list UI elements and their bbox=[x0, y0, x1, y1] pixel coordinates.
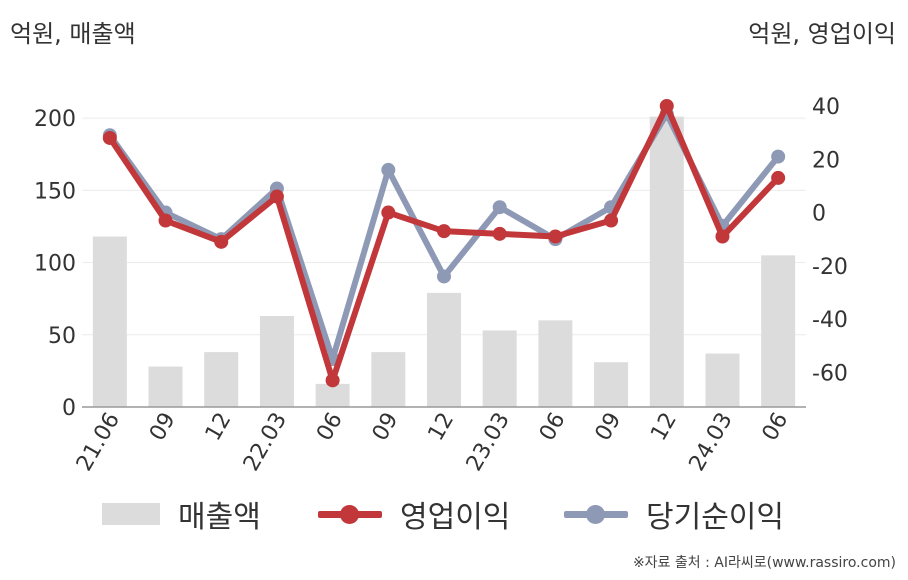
legend-label-operating-profit: 영업이익 bbox=[400, 500, 511, 535]
operating-profit-point bbox=[325, 373, 340, 388]
right-axis-tick-label: -20 bbox=[812, 255, 848, 280]
legend-label-net-income: 당기순이익 bbox=[646, 500, 784, 535]
sales-bar bbox=[761, 255, 796, 407]
x-axis-tick-label: 06 bbox=[312, 409, 348, 446]
operating-profit-point bbox=[158, 213, 173, 228]
operating-profit-point bbox=[492, 226, 507, 241]
sales-bar bbox=[315, 383, 350, 407]
x-axis-tick-label: 09 bbox=[591, 409, 627, 446]
sales-bar bbox=[649, 116, 684, 408]
right-axis-tick-label: 20 bbox=[812, 148, 840, 173]
x-axis-tick-label: 12 bbox=[424, 409, 460, 446]
operating-profit-point bbox=[771, 170, 786, 185]
sales-bar bbox=[92, 236, 127, 407]
legend-swatch-operating-profit bbox=[318, 503, 382, 525]
legend-item-net-income: 당기순이익 bbox=[564, 492, 784, 536]
operating-profit-point bbox=[381, 205, 396, 220]
sales-bar bbox=[538, 320, 573, 407]
left-axis-tick-label: 200 bbox=[34, 107, 76, 132]
legend-item-sales: 매출액 bbox=[102, 492, 261, 536]
x-axis-tick-label: 23.03 bbox=[462, 409, 515, 476]
operating-profit-point bbox=[102, 130, 117, 145]
net-income-point bbox=[771, 149, 786, 164]
x-axis-tick-label: 22.03 bbox=[239, 409, 292, 476]
left-axis-tick-label: 100 bbox=[34, 252, 76, 277]
right-axis-tick-label: -40 bbox=[812, 308, 848, 333]
net-income-point bbox=[492, 200, 507, 215]
source-credit: ※자료 출처 : AI라씨로(www.rassiro.com) bbox=[632, 555, 896, 571]
operating-profit-point bbox=[437, 224, 451, 239]
right-axis-tick-label: 40 bbox=[812, 95, 840, 120]
sales-bar bbox=[204, 352, 239, 407]
legend-label-sales: 매출액 bbox=[178, 500, 261, 535]
sales-bar bbox=[705, 353, 740, 407]
sales-bar bbox=[594, 362, 629, 407]
operating-profit-point bbox=[269, 189, 284, 204]
net-income-point bbox=[437, 269, 451, 284]
right-axis-tick-label: 0 bbox=[812, 202, 826, 227]
sales-bar bbox=[482, 330, 517, 407]
net-income-point bbox=[381, 162, 396, 177]
sales-bar bbox=[259, 316, 294, 407]
operating-profit-point bbox=[659, 98, 674, 113]
sales-bar bbox=[371, 352, 406, 407]
left-axis-tick-label: 150 bbox=[34, 179, 76, 204]
legend-item-operating-profit: 영업이익 bbox=[318, 492, 510, 536]
x-axis-tick-label: 12 bbox=[646, 409, 682, 446]
legend-swatch-sales bbox=[102, 503, 160, 525]
operating-profit-point bbox=[548, 229, 563, 244]
left-axis-tick-label: 50 bbox=[48, 324, 76, 349]
operating-profit-point bbox=[214, 234, 229, 249]
x-axis-tick-label: 24.03 bbox=[685, 409, 738, 476]
operating-profit-point bbox=[715, 229, 730, 244]
x-axis-tick-label: 06 bbox=[535, 409, 571, 446]
right-axis-tick-label: -60 bbox=[812, 361, 848, 386]
left-axis-unit-label: 억원, 매출액 bbox=[10, 20, 136, 48]
sales-bar bbox=[427, 292, 461, 407]
legend-swatch-net-income bbox=[564, 503, 628, 525]
right-axis-unit-label: 억원, 영업이익 bbox=[748, 20, 896, 48]
x-axis-tick-label: 09 bbox=[145, 409, 181, 446]
x-axis-tick-label: 06 bbox=[758, 409, 794, 446]
x-axis-tick-label: 12 bbox=[201, 409, 237, 446]
operating-profit-point bbox=[604, 213, 619, 228]
x-axis-tick-label: 09 bbox=[368, 409, 404, 446]
x-axis-tick-label: 21.06 bbox=[72, 409, 125, 476]
left-axis-tick-label: 0 bbox=[62, 396, 76, 421]
sales-bar bbox=[148, 366, 183, 407]
